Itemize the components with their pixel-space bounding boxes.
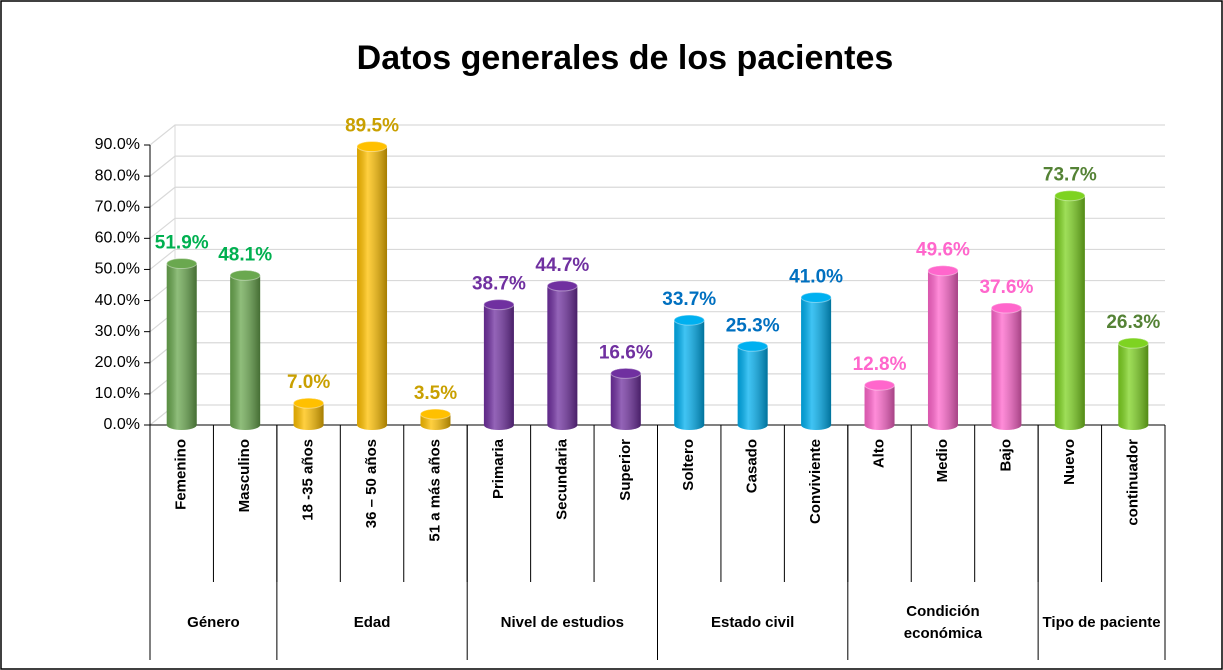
value-label: 51.9% [155, 233, 209, 254]
y-tick-label: 60.0% [95, 230, 140, 247]
x-tick-label: Alto [871, 439, 888, 468]
group-label: Nivel de estudios [467, 586, 657, 660]
value-label: 26.3% [1106, 312, 1160, 333]
value-label: 38.7% [472, 274, 526, 295]
y-tick-label: 80.0% [95, 167, 140, 184]
grid-line [149, 217, 1165, 239]
bar-top [1054, 190, 1086, 202]
bar-shading [357, 141, 388, 431]
bar-top [293, 397, 325, 409]
group-label-text: Tipo de paciente [1042, 614, 1161, 631]
x-tick-label: Conviviente [807, 439, 824, 524]
bar-top [800, 291, 832, 303]
bar-shading [927, 265, 958, 430]
y-tick-label: 40.0% [95, 292, 140, 309]
value-label: 37.6% [979, 277, 1033, 298]
bar-shading [166, 258, 197, 430]
bar-top [864, 379, 896, 391]
group-label-text: Edad [353, 614, 391, 631]
bar-top [610, 367, 642, 379]
grid-line [149, 186, 1165, 208]
bar-shading [1054, 190, 1085, 430]
x-tick-label: Femenino [173, 439, 190, 510]
grid-line [149, 124, 1165, 146]
value-label: 89.5% [345, 116, 399, 137]
bar-shading [610, 368, 641, 430]
bar-shading [1118, 338, 1149, 430]
bar-top [546, 280, 578, 292]
grid-line [149, 248, 1165, 270]
value-label: 25.3% [726, 315, 780, 336]
x-tick-label: Medio [934, 439, 951, 482]
group-label-text: Género [187, 614, 240, 631]
group-label: Edad [277, 586, 467, 660]
bar-top [356, 141, 388, 153]
y-tick-label: 70.0% [95, 198, 140, 215]
x-tick-label: Casado [744, 439, 761, 493]
value-label: 16.6% [599, 342, 653, 363]
bar-top [673, 314, 705, 326]
chart-title: Datos generales de los pacientes [357, 39, 894, 77]
y-tick-label: 90.0% [95, 136, 140, 153]
group-label-text: Nivel de estudios [500, 614, 625, 631]
x-tick-label: Bajo [997, 439, 1014, 472]
bar-shading [991, 303, 1022, 430]
bar-shading [547, 280, 578, 430]
bar-top [1117, 337, 1149, 349]
bar-shading [864, 380, 895, 430]
bar-shading [230, 270, 261, 430]
bar-top [737, 340, 769, 352]
value-label: 49.6% [916, 240, 970, 261]
group-label-text: Condición económica [903, 603, 983, 642]
bar-shading [483, 299, 514, 430]
value-label: 12.8% [853, 354, 907, 375]
grid-line [149, 155, 1165, 177]
bar-shading [737, 341, 768, 430]
x-tick-label: 18 -35 años [300, 439, 317, 521]
value-label: 33.7% [662, 289, 716, 310]
y-tick-label: 0.0% [104, 416, 140, 433]
value-label: 48.1% [218, 244, 272, 265]
y-tick-label: 20.0% [95, 354, 140, 371]
group-label: Condición económica [848, 586, 1038, 660]
group-label-text: Estado civil [710, 614, 795, 631]
value-label: 44.7% [535, 255, 589, 276]
value-label: 7.0% [287, 372, 330, 393]
bar-shading [674, 315, 705, 430]
bar-top [927, 265, 959, 277]
value-label: 3.5% [414, 383, 457, 404]
bar-top [990, 302, 1022, 314]
bar-top [419, 408, 451, 420]
bar-top [166, 258, 198, 270]
group-label: Tipo de paciente [1038, 586, 1165, 660]
x-tick-label: Primaria [490, 438, 507, 499]
bar-top [229, 269, 261, 281]
y-tick-label: 10.0% [95, 385, 140, 402]
value-label: 41.0% [789, 266, 843, 287]
x-tick-label: Soltero [680, 439, 697, 491]
group-label: Género [150, 586, 277, 660]
y-tick-label: 30.0% [95, 323, 140, 340]
x-tick-label: 51 a más años [426, 439, 443, 542]
x-tick-label: Masculino [236, 439, 253, 512]
value-label: 73.7% [1043, 165, 1097, 186]
x-tick-label: Superior [617, 439, 634, 501]
x-tick-label: 36 – 50 años [363, 439, 380, 528]
x-tick-label: Secundaria [553, 438, 570, 520]
x-tick-label: Nuevo [1061, 439, 1078, 485]
x-tick-label: continuador [1124, 439, 1141, 526]
group-label: Estado civil [658, 586, 848, 660]
bar-shading [801, 292, 832, 430]
bar-top [483, 299, 515, 311]
y-tick-label: 50.0% [95, 261, 140, 278]
